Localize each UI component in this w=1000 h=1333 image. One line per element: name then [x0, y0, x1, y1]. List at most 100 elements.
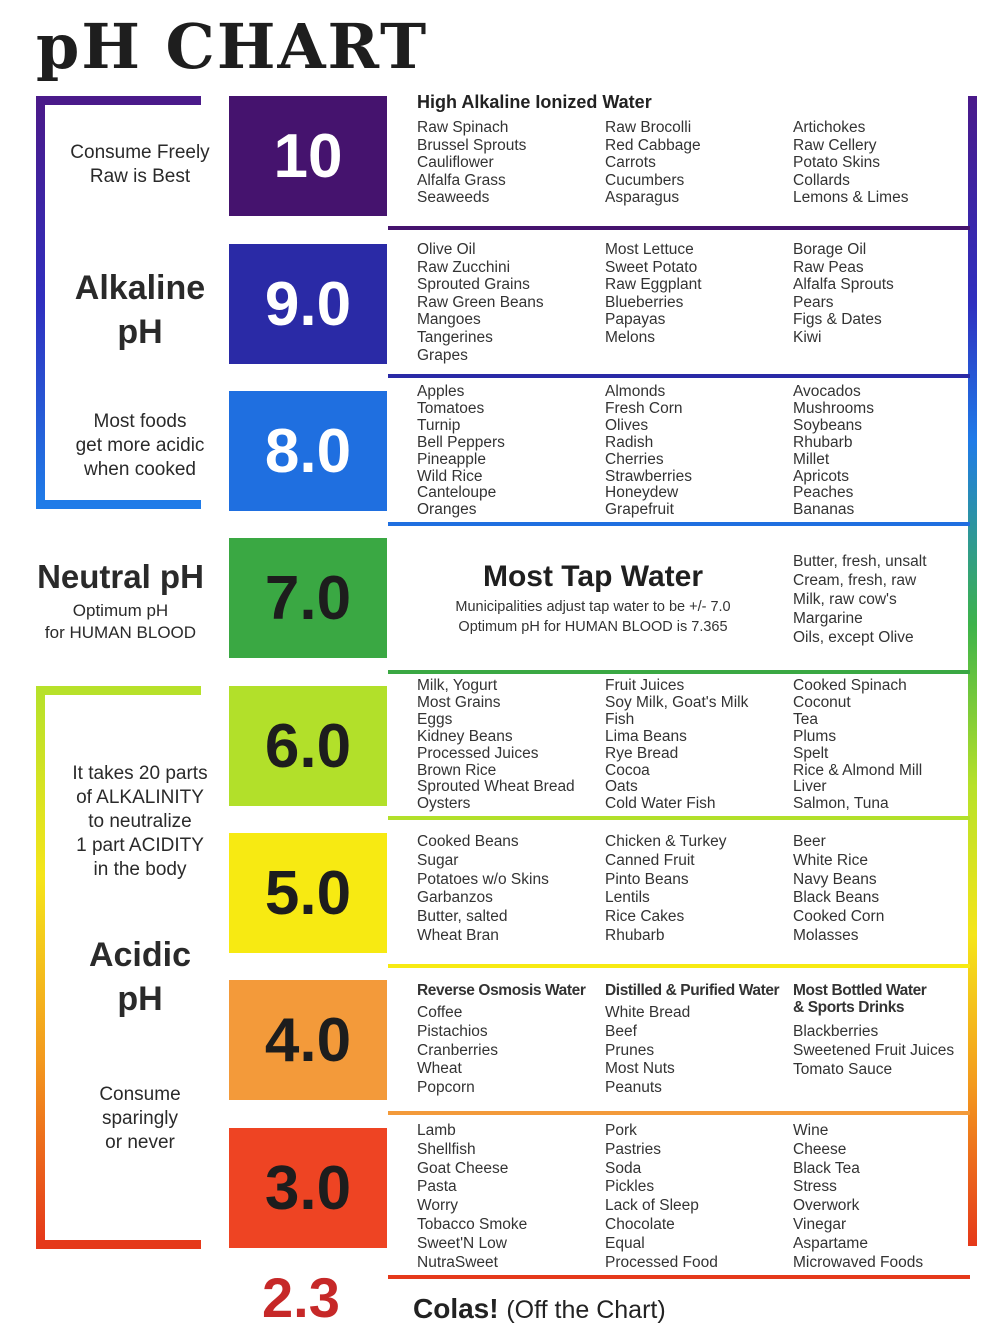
food-item: Wine — [793, 1122, 829, 1139]
ph-box-5: 5.0 — [229, 833, 387, 953]
food-item: Alfalfa Grass — [417, 171, 506, 189]
food-item: Cooked Beans — [417, 833, 519, 850]
food-item: Tomatoes — [417, 399, 485, 417]
ph-box-6: 6.0 — [229, 686, 387, 806]
food-item: Raw Zucchini — [417, 258, 511, 276]
food-item: Butter, fresh, unsalt — [793, 553, 927, 570]
ratio-line-3: to neutralize — [88, 811, 192, 832]
food-item: Microwaved Foods — [793, 1253, 924, 1271]
acidic-ph-word: pH — [117, 980, 163, 1018]
row-divider — [388, 226, 970, 230]
ph-box-4: 4.0 — [229, 980, 387, 1100]
cooked-line-1: Most foods — [93, 411, 187, 432]
food-item: Peaches — [793, 484, 854, 502]
food-item: Overwork — [793, 1197, 860, 1215]
food-item: Honeydew — [605, 484, 679, 502]
row-10-col-3: Artichokes Raw Cellery Potato Skins Collard… — [793, 119, 908, 207]
row-8-col-2: Almonds Fresh Corn Olives Radish Cherries Str… — [605, 383, 692, 519]
food-item: Rye Bread — [605, 744, 679, 762]
food-item: Cooked Spinach — [793, 677, 907, 694]
ph-box-3: 3.0 — [229, 1128, 387, 1248]
food-item: Navy Beans — [793, 870, 877, 888]
ratio-line-4: 1 part ACIDITY — [76, 835, 204, 856]
row-8-col-1: Apples Tomatoes Turnip Bell Peppers Pineappl… — [417, 383, 505, 519]
food-item: Eggs — [417, 710, 453, 728]
food-item: Margarine — [793, 610, 863, 627]
food-item: Oranges — [417, 501, 477, 519]
food-item: Raw Eggplant — [605, 276, 702, 294]
food-item: NutraSweet — [417, 1253, 498, 1271]
food-item: Cooked Corn — [793, 908, 885, 926]
row-4-col-1: Coffee Pistachios Cranberries Wheat Popcorn — [417, 1004, 498, 1098]
ratio-line-5: in the body — [93, 859, 187, 880]
acidic-bracket — [36, 686, 201, 1249]
food-item: Black Beans — [793, 889, 880, 907]
food-item: Wheat Bran — [417, 926, 499, 944]
row-10-col-1: Raw Spinach Brussel Sprouts Cauliflower Alf… — [417, 119, 526, 207]
food-item: Goat Cheese — [417, 1159, 509, 1177]
food-item: Pasta — [417, 1178, 457, 1196]
food-item: Wheat — [417, 1060, 462, 1078]
food-item: Potato Skins — [793, 154, 881, 172]
row-4-header-3b: & Sports Drinks — [793, 999, 905, 1016]
food-item: Kiwi — [793, 328, 822, 346]
food-item: Lima Beans — [605, 727, 687, 745]
cooked-line-3: when cooked — [84, 459, 196, 480]
alkaline-label: Alkaline pH — [55, 266, 225, 354]
food-item: Fresh Corn — [605, 399, 683, 417]
offchart-divider — [388, 1275, 970, 1279]
food-item: Chocolate — [605, 1215, 675, 1233]
neutral-sub-line-1: Optimum pH — [72, 601, 169, 620]
raw-is-best-line: Raw is Best — [89, 166, 191, 187]
food-item: Alfalfa Sprouts — [793, 276, 894, 294]
row-6-col-1: Milk, Yogurt Most Grains Eggs Kidney Beans P… — [417, 677, 575, 813]
food-item: Brown Rice — [417, 761, 497, 779]
colas-label: Colas! — [413, 1293, 499, 1324]
food-item: Lamb — [417, 1122, 456, 1139]
neutral-label: Neutral pH — [37, 558, 204, 595]
tap-water-title: Most Tap Water — [482, 560, 703, 593]
row-divider — [388, 374, 970, 378]
row-6-col-3: Cooked Spinach Coconut Tea Plums Spelt Rice &… — [793, 677, 922, 813]
row-10-header: High Alkaline Ionized Water — [417, 92, 652, 112]
food-item: Cauliflower — [417, 154, 494, 172]
food-item: Pickles — [605, 1178, 655, 1196]
food-item: Wild Rice — [417, 467, 483, 485]
food-item: Asparagus — [605, 189, 680, 207]
row-divider — [388, 964, 970, 968]
sparingly-line-2: sparingly — [101, 1108, 179, 1129]
food-item: Raw Cellery — [793, 136, 877, 154]
row-divider — [388, 522, 970, 526]
food-item: Cheese — [793, 1140, 847, 1158]
food-item: Raw Spinach — [417, 119, 509, 136]
food-item: Milk, Yogurt — [417, 677, 498, 694]
food-item: Popcorn — [417, 1079, 475, 1097]
food-item: Papayas — [605, 311, 666, 329]
food-item: Raw Green Beans — [417, 293, 544, 311]
food-item: Salmon, Tuna — [793, 795, 889, 813]
food-item: Raw Brocolli — [605, 119, 692, 136]
food-item: Mushrooms — [793, 399, 874, 417]
row-divider — [388, 670, 970, 674]
food-item: Turnip — [417, 416, 461, 434]
row-8-col-3: Avocados Mushrooms Soybeans Rhubarb Millet Ap… — [793, 383, 874, 519]
ratio-line-1: It takes 20 parts — [72, 763, 208, 784]
food-item: Lack of Sleep — [605, 1197, 699, 1215]
food-item: Sprouted Grains — [417, 276, 530, 294]
food-item: Most Grains — [417, 693, 501, 711]
consume-freely-label: Consume Freely Raw is Best — [55, 141, 225, 189]
row-9-col-3: Borage Oil Raw Peas Alfalfa Sprouts Pears Fi… — [793, 241, 894, 347]
food-item: Melons — [605, 328, 655, 346]
food-item: Tobacco Smoke — [417, 1215, 528, 1233]
row-4-header-1: Reverse Osmosis Water — [417, 982, 586, 999]
ph-box-9: 9.0 — [229, 244, 387, 364]
food-item: Artichokes — [793, 119, 866, 136]
food-item: Borage Oil — [793, 241, 867, 258]
food-item: Fish — [605, 710, 635, 728]
food-item: Butter, salted — [417, 908, 508, 926]
food-item: Millet — [793, 450, 830, 468]
food-item: Peanuts — [605, 1079, 662, 1097]
food-item: Sweetened Fruit Juices — [793, 1041, 955, 1059]
tap-water-subtitle: Municipalities adjust tap water to be +/… — [410, 597, 776, 637]
row-5-col-1: Cooked Beans Sugar Potatoes w/o Skins Garba… — [417, 833, 549, 946]
